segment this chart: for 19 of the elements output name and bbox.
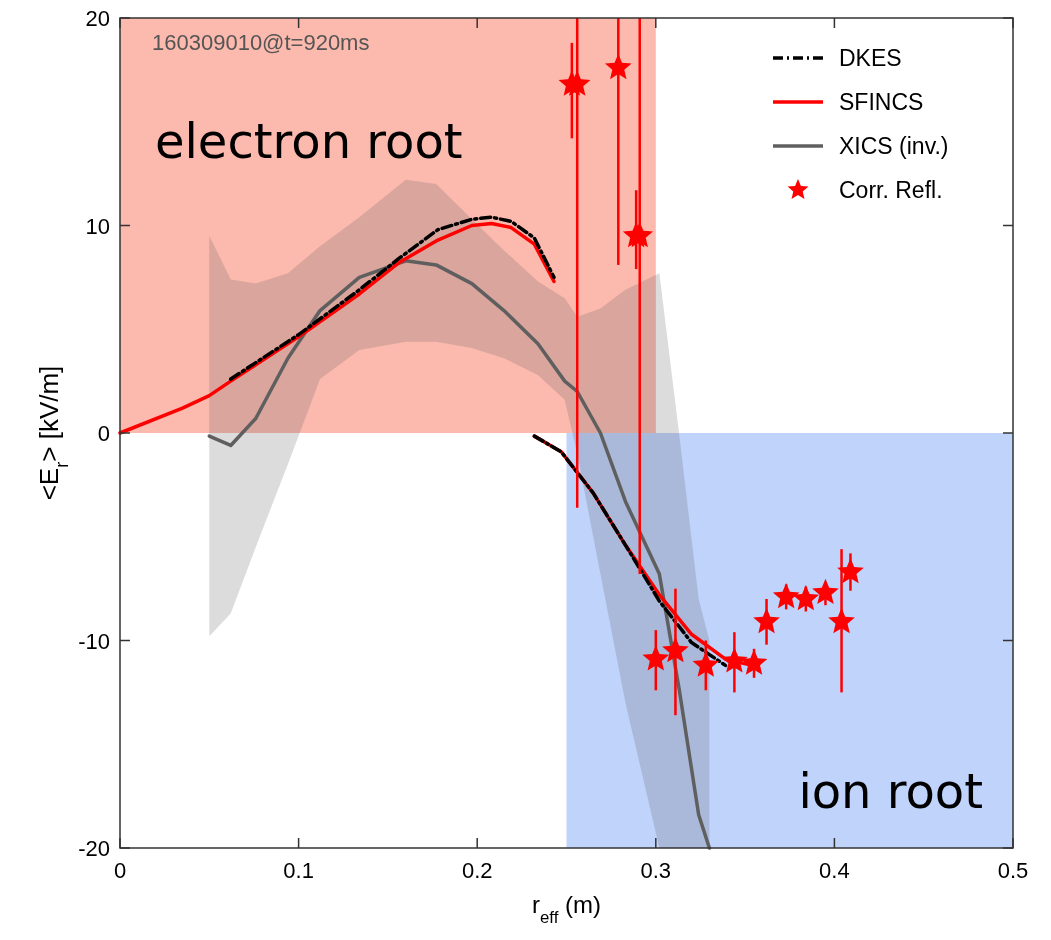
legend-label: DKES (839, 45, 902, 71)
legend-label: SFINCS (839, 89, 924, 115)
x-tick-label: 0.2 (461, 858, 493, 883)
x-tick-label: 0.4 (819, 858, 850, 883)
x-tick-label: 0.1 (283, 858, 314, 883)
y-tick-label: 20 (85, 6, 110, 31)
y-tick-label: 0 (97, 421, 110, 446)
y-tick-label: -20 (78, 836, 110, 861)
x-tick-label: 0.5 (997, 858, 1029, 883)
x-axis-title: r$_{eff}$ (m) (531, 891, 602, 927)
annotation: 160309010@t=920ms (152, 30, 370, 55)
x-tick-label: 0.3 (640, 858, 672, 883)
legend-label: Corr. Refl. (839, 177, 943, 203)
x-tick-label: 0 (113, 858, 127, 883)
y-tick-label: 10 (85, 213, 110, 239)
legend-label: XICS (inv.) (839, 133, 949, 159)
y-tick-label: -10 (78, 628, 110, 654)
series-label: electron root (155, 113, 463, 169)
series-label: ion root (798, 763, 983, 819)
